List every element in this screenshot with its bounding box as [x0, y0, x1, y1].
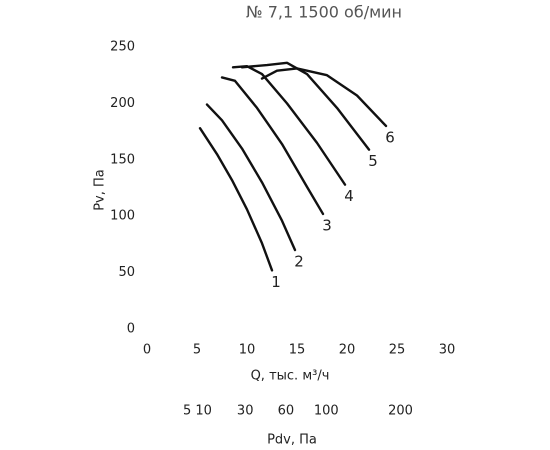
- curve-label: 1: [271, 273, 281, 291]
- fan-curve: [240, 61, 371, 151]
- y-tick-label: 100: [110, 209, 135, 224]
- y-tick-label: 250: [110, 40, 135, 55]
- x-tick-label: 5: [193, 343, 201, 358]
- x2-tick-label: 10: [195, 404, 212, 419]
- x-tick-label: 20: [339, 343, 356, 358]
- x-tick-label: 30: [439, 343, 456, 358]
- fan-curve: [205, 103, 297, 252]
- curve-label: 6: [385, 128, 395, 146]
- fan-curve: [198, 127, 274, 272]
- x-axis-label: Q, тыс. м³/ч: [251, 369, 330, 384]
- curve-label: 3: [322, 216, 332, 234]
- x2-tick-label: 200: [388, 404, 413, 419]
- y-tick-label: 50: [118, 265, 135, 280]
- x2-tick-label: 60: [278, 404, 295, 419]
- x-tick-label: 0: [143, 343, 151, 358]
- x2-axis-label: Pdv, Па: [267, 433, 317, 448]
- fan-curve: [260, 67, 388, 128]
- x2-tick-label: 100: [314, 404, 339, 419]
- y-axis-label: Pv, Па: [93, 169, 108, 211]
- x-tick-label: 15: [289, 343, 306, 358]
- x-tick-label: 10: [239, 343, 256, 358]
- x2-tick-label: 5: [183, 404, 191, 419]
- fan-curve: [231, 64, 347, 186]
- fan-curve: [220, 76, 325, 216]
- x2-tick-label: 30: [237, 404, 254, 419]
- y-tick-label: 200: [110, 96, 135, 111]
- y-tick-label: 0: [127, 322, 135, 337]
- y-tick-label: 150: [110, 152, 135, 167]
- curve-label: 4: [344, 187, 354, 205]
- curve-label: 5: [368, 152, 378, 170]
- curve-label: 2: [294, 253, 304, 271]
- x-tick-label: 25: [389, 343, 406, 358]
- chart-title: № 7,1 1500 об/мин: [246, 3, 402, 22]
